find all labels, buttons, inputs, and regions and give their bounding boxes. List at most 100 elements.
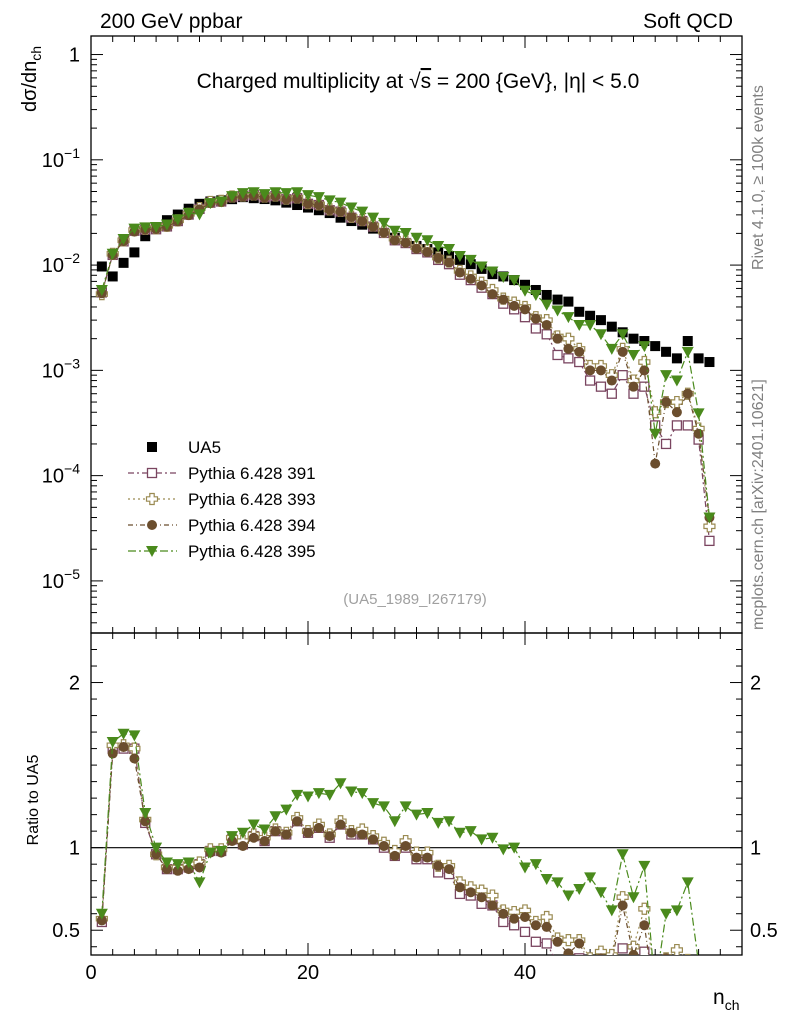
ratio-y-tick-label: 1 [69,838,80,860]
ratio-data-point [541,938,552,949]
tick-exp: −3 [64,355,80,371]
main-data-point [128,223,141,235]
ratio-data-point [564,960,573,969]
main-data-point [574,356,585,368]
ratio-data-point [292,816,303,827]
ratio-data-point [128,730,141,742]
ratio-data-point [662,953,670,955]
main-data-point [291,187,304,199]
ratio-data-point [498,908,509,919]
main-data-point [346,212,357,223]
ratio-data-point [106,736,119,748]
ratio-data-point [562,890,575,902]
ratio-data-point [389,850,400,861]
ratio-data-point [236,827,249,839]
ratio-data-point [660,908,673,920]
x-tick-label: 40 [514,962,536,984]
main-data-point [95,284,108,296]
ratio-data-point [551,877,564,889]
main-data-point [552,333,563,344]
ratio-data-point [683,982,692,991]
ratio-data-point [454,882,465,893]
main-data-point [292,200,303,211]
main-data-point [563,353,574,364]
ratio-axes: 0.5 0.51 12 20 20 40 [52,632,778,984]
main-data-point [605,343,618,355]
main-data-point [519,285,531,297]
ratio-data-point [684,953,691,955]
main-data-point [584,319,597,331]
main-data-point [573,319,586,331]
main-data-point [400,237,411,248]
main-data-point [520,279,530,290]
ratio-data-point [638,902,651,915]
main-data-point [530,323,541,334]
ratio-data-point [204,847,217,859]
title-sqrt: √ [409,70,421,93]
ratio-data-point [553,959,562,968]
ratio-data-point [650,995,660,1005]
x-axis-label: nch [713,986,739,1013]
main-data-point [639,381,650,392]
main-data-point [552,349,563,361]
ratio-series-2 [96,741,689,1005]
ratio-series-line [101,744,684,955]
ratio-data-point [672,957,682,967]
main-data-point [497,272,510,284]
legend-label: Pythia 6.428 391 [188,464,316,483]
ratio-data-point [694,980,703,989]
legend-label: Pythia 6.428 393 [188,490,316,509]
ratio-data-point [529,859,542,871]
legend-label: UA5 [188,438,221,457]
main-data-point [334,197,347,209]
ratio-data-point [639,920,650,931]
tick-exp: −1 [64,145,80,161]
ratio-data-point [628,950,639,955]
ratio-data-point [193,877,206,889]
main-data-point [204,198,217,210]
main-data-point [693,428,704,439]
ratio-y-tick-label: 0.5 [52,920,80,942]
main-data-point [377,217,390,229]
main-data-point [312,192,325,204]
ratio-data-point [574,953,585,955]
main-data-point [616,329,629,341]
ratio-data-point [270,826,281,837]
main-data-point [160,219,173,231]
main-data-point [247,187,260,199]
main-data-point [574,346,585,357]
x-tick-label: 0 [85,962,96,984]
ratio-data-point [617,943,628,954]
ratio-data-point [421,807,434,819]
main-data-point [628,381,639,392]
ratio-data-point [594,887,607,899]
ratio-data-point [687,954,689,955]
main-data-point [509,300,520,311]
ratio-y-axis-label: Ratio to UA5 [25,755,42,846]
main-y-tick-label: 10−4 [42,461,80,488]
main-data-point [562,312,575,324]
ratio-data-point [302,791,314,803]
ratio-data-point [639,946,650,955]
main-data-point [258,189,271,201]
main-data-point [551,305,564,317]
main-data-point [410,232,423,244]
main-data-point [303,198,313,209]
main-data-point [389,235,400,246]
main-data-point [368,221,379,232]
main-data-point [96,261,107,272]
main-data-point [520,304,530,315]
main-data-point [324,204,335,215]
ratio-data-point [356,788,369,800]
ratio-data-point [587,952,593,955]
ratio-data-point [312,788,325,800]
ratio-data-point [377,801,390,813]
main-data-point [269,187,282,199]
y-label-sub: ch [28,46,44,61]
main-y-tick-label: 10−2 [42,250,80,277]
main-data-point [617,370,628,381]
main-data-point [649,428,662,440]
ratio-data-point [585,958,595,968]
ratio-data-point [237,841,248,852]
main-data-point [606,388,617,399]
